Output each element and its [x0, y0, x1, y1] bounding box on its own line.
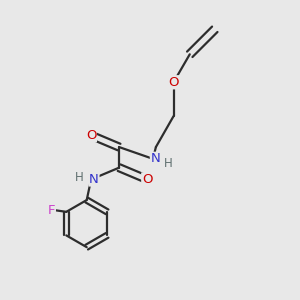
Text: O: O — [168, 76, 179, 89]
Text: H: H — [164, 157, 172, 170]
Text: N: N — [89, 173, 99, 186]
Text: N: N — [150, 152, 160, 165]
Text: O: O — [142, 173, 152, 186]
Text: O: O — [86, 129, 96, 142]
Text: H: H — [75, 172, 84, 184]
Text: F: F — [48, 204, 55, 217]
